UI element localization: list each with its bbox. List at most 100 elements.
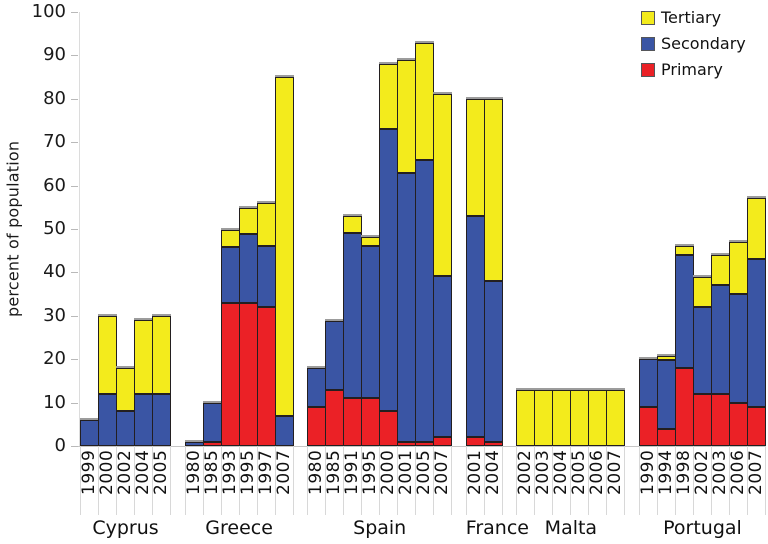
bar-segment-tertiary (747, 198, 766, 259)
bar (256, 203, 276, 446)
x-axis-separator (693, 446, 694, 515)
x-axis-separator (639, 446, 640, 515)
x-axis-separator (292, 446, 294, 515)
y-axis-tick-mark (71, 359, 78, 360)
bar (729, 242, 748, 446)
y-axis-tick-label: 70 (43, 131, 66, 153)
bar-segment-tertiary (711, 255, 730, 285)
bar (361, 237, 381, 446)
x-axis-separator (765, 446, 766, 515)
y-axis-tick-label: 10 (43, 391, 66, 413)
legend-swatch-secondary (641, 36, 655, 51)
bar-segment-tertiary (675, 246, 694, 255)
bar-segment-primary (325, 390, 345, 446)
x-axis-separator (675, 446, 676, 515)
bar-segment-secondary (307, 368, 327, 407)
bar (483, 99, 503, 446)
bar (639, 359, 658, 446)
bar-segment-secondary (657, 360, 676, 429)
country-label: Spain (353, 517, 407, 539)
bar-segment-tertiary (134, 320, 153, 394)
bar-segment-primary (675, 368, 694, 446)
bar-segment-primary (238, 303, 258, 446)
bar-segment-secondary (256, 246, 276, 307)
bar-segment-primary (307, 407, 327, 446)
bar-segment-tertiary (570, 390, 590, 446)
x-axis-separator (325, 446, 327, 515)
x-axis-separator (202, 446, 204, 515)
bar (675, 246, 694, 446)
year-label: 2004 (482, 450, 503, 496)
y-axis-tick-mark (71, 55, 78, 56)
legend-swatch-tertiary (641, 10, 655, 25)
bar-segment-tertiary (433, 94, 453, 276)
bar (534, 390, 554, 446)
bar (465, 99, 485, 446)
x-axis-separator (397, 446, 399, 515)
bar-segment-tertiary (220, 230, 240, 247)
x-axis-separator (220, 446, 222, 515)
year-label: 2007 (605, 450, 626, 496)
bar-segment-tertiary (256, 203, 276, 246)
bar-segment-primary (465, 437, 485, 446)
bar-segment-secondary (134, 394, 153, 446)
bar-segment-primary (639, 407, 658, 446)
x-axis-separator (152, 446, 153, 515)
x-axis-separator (379, 446, 381, 515)
bar (606, 390, 626, 446)
x-axis-separator (116, 446, 117, 515)
x-axis-line (72, 446, 766, 447)
bar-segment-tertiary (693, 277, 712, 307)
bar (98, 316, 117, 446)
x-axis-separator (534, 446, 536, 515)
y-axis-tick-label: 50 (43, 218, 66, 239)
x-axis-separator (274, 446, 276, 515)
bar-segment-secondary (639, 359, 658, 407)
x-axis-separator (80, 446, 81, 515)
bar-segment-secondary (675, 255, 694, 368)
bar-segment-secondary (397, 173, 417, 442)
bar (433, 94, 453, 446)
year-label: 2005 (151, 450, 171, 496)
x-axis-separator (552, 446, 554, 515)
y-axis-tick-label: 60 (43, 174, 66, 196)
bar-segment-secondary (415, 160, 435, 442)
year-label: 1985 (201, 450, 222, 496)
year-label: 1997 (255, 450, 276, 496)
bar-segment-secondary (325, 321, 345, 390)
x-axis-separator (98, 446, 99, 515)
x-axis-separator (747, 446, 748, 515)
y-axis-tick-label: 100 (31, 1, 66, 22)
country-label: Cyprus (92, 517, 159, 539)
y-axis-tick-mark (71, 403, 78, 404)
bar-segment-secondary (729, 294, 748, 403)
bar (116, 368, 135, 446)
bar-segment-secondary (465, 216, 485, 437)
year-label: 2007 (746, 450, 766, 496)
legend-label: Secondary (661, 34, 746, 53)
legend-item: Tertiary (641, 8, 746, 27)
x-axis-separator (238, 446, 240, 515)
country-label: Malta (544, 517, 598, 539)
x-axis-separator (729, 446, 730, 515)
bar (516, 390, 536, 446)
bar (220, 230, 240, 446)
year-label: 2007 (273, 450, 294, 496)
x-axis-separator (657, 446, 658, 515)
x-axis-separator (343, 446, 345, 515)
bar-segment-tertiary (465, 99, 485, 216)
bar (238, 208, 258, 446)
y-axis-tick-mark (71, 229, 78, 230)
bar-segment-primary (483, 442, 503, 446)
country-label: France (465, 517, 529, 539)
x-axis-separator (451, 446, 453, 515)
bar (184, 442, 204, 446)
bar-segment-secondary (184, 442, 204, 446)
bar-segment-primary (361, 398, 381, 446)
bar-segment-tertiary (361, 237, 381, 246)
bar-segment-tertiary (588, 390, 608, 446)
bar-segment-secondary (202, 403, 222, 442)
bar-segment-tertiary (534, 390, 554, 446)
legend-label: Tertiary (661, 8, 722, 27)
y-axis-tick-mark (71, 272, 78, 273)
